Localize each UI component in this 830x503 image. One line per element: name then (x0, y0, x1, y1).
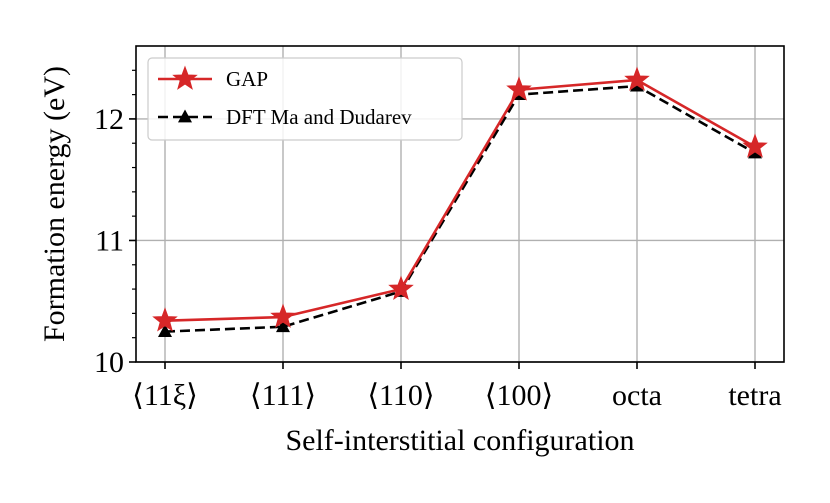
series-line-1 (164, 84, 756, 333)
series-1-point (157, 324, 173, 337)
y-tick-label: 10 (94, 346, 124, 379)
x-tick-label: ⟨11ξ⟩ (132, 379, 198, 412)
series-0-point (388, 275, 414, 300)
x-tick-label: ⟨100⟩ (485, 379, 553, 412)
plot-frame (135, 45, 785, 363)
legend-label-1: DFT Ma and Dudarev (226, 105, 412, 129)
series-0-point (152, 307, 178, 332)
series-line-0 (164, 78, 756, 322)
legend-label-0: GAP (226, 67, 268, 91)
legend-box (147, 57, 463, 141)
x-tick-label: tetra (728, 379, 781, 412)
series-layer (152, 66, 768, 337)
x-axis-label: Self-interstitial configuration (285, 424, 634, 457)
y-axis-label: Formation energy (eV) (38, 66, 71, 342)
series-0-point (624, 66, 650, 91)
x-tick-label: ⟨111⟩ (250, 379, 316, 412)
x-tick-label: octa (612, 379, 662, 412)
y-tick-label: 11 (95, 224, 124, 257)
series-1-point (275, 319, 291, 333)
legend: GAP DFT Ma and Dudarev (147, 57, 463, 141)
series-0-point (270, 303, 296, 328)
series-0-point (506, 76, 532, 101)
y-tick-label: 12 (94, 103, 124, 136)
tick-layer: 10 11 12 ⟨11ξ⟩ ⟨111⟩ ⟨110⟩ ⟨100⟩ octa tetra (94, 69, 782, 412)
series-0-point (742, 133, 768, 158)
legend-marker-0 (172, 65, 198, 90)
legend-marker-1 (177, 109, 193, 123)
x-tick-label: ⟨110⟩ (367, 379, 434, 412)
